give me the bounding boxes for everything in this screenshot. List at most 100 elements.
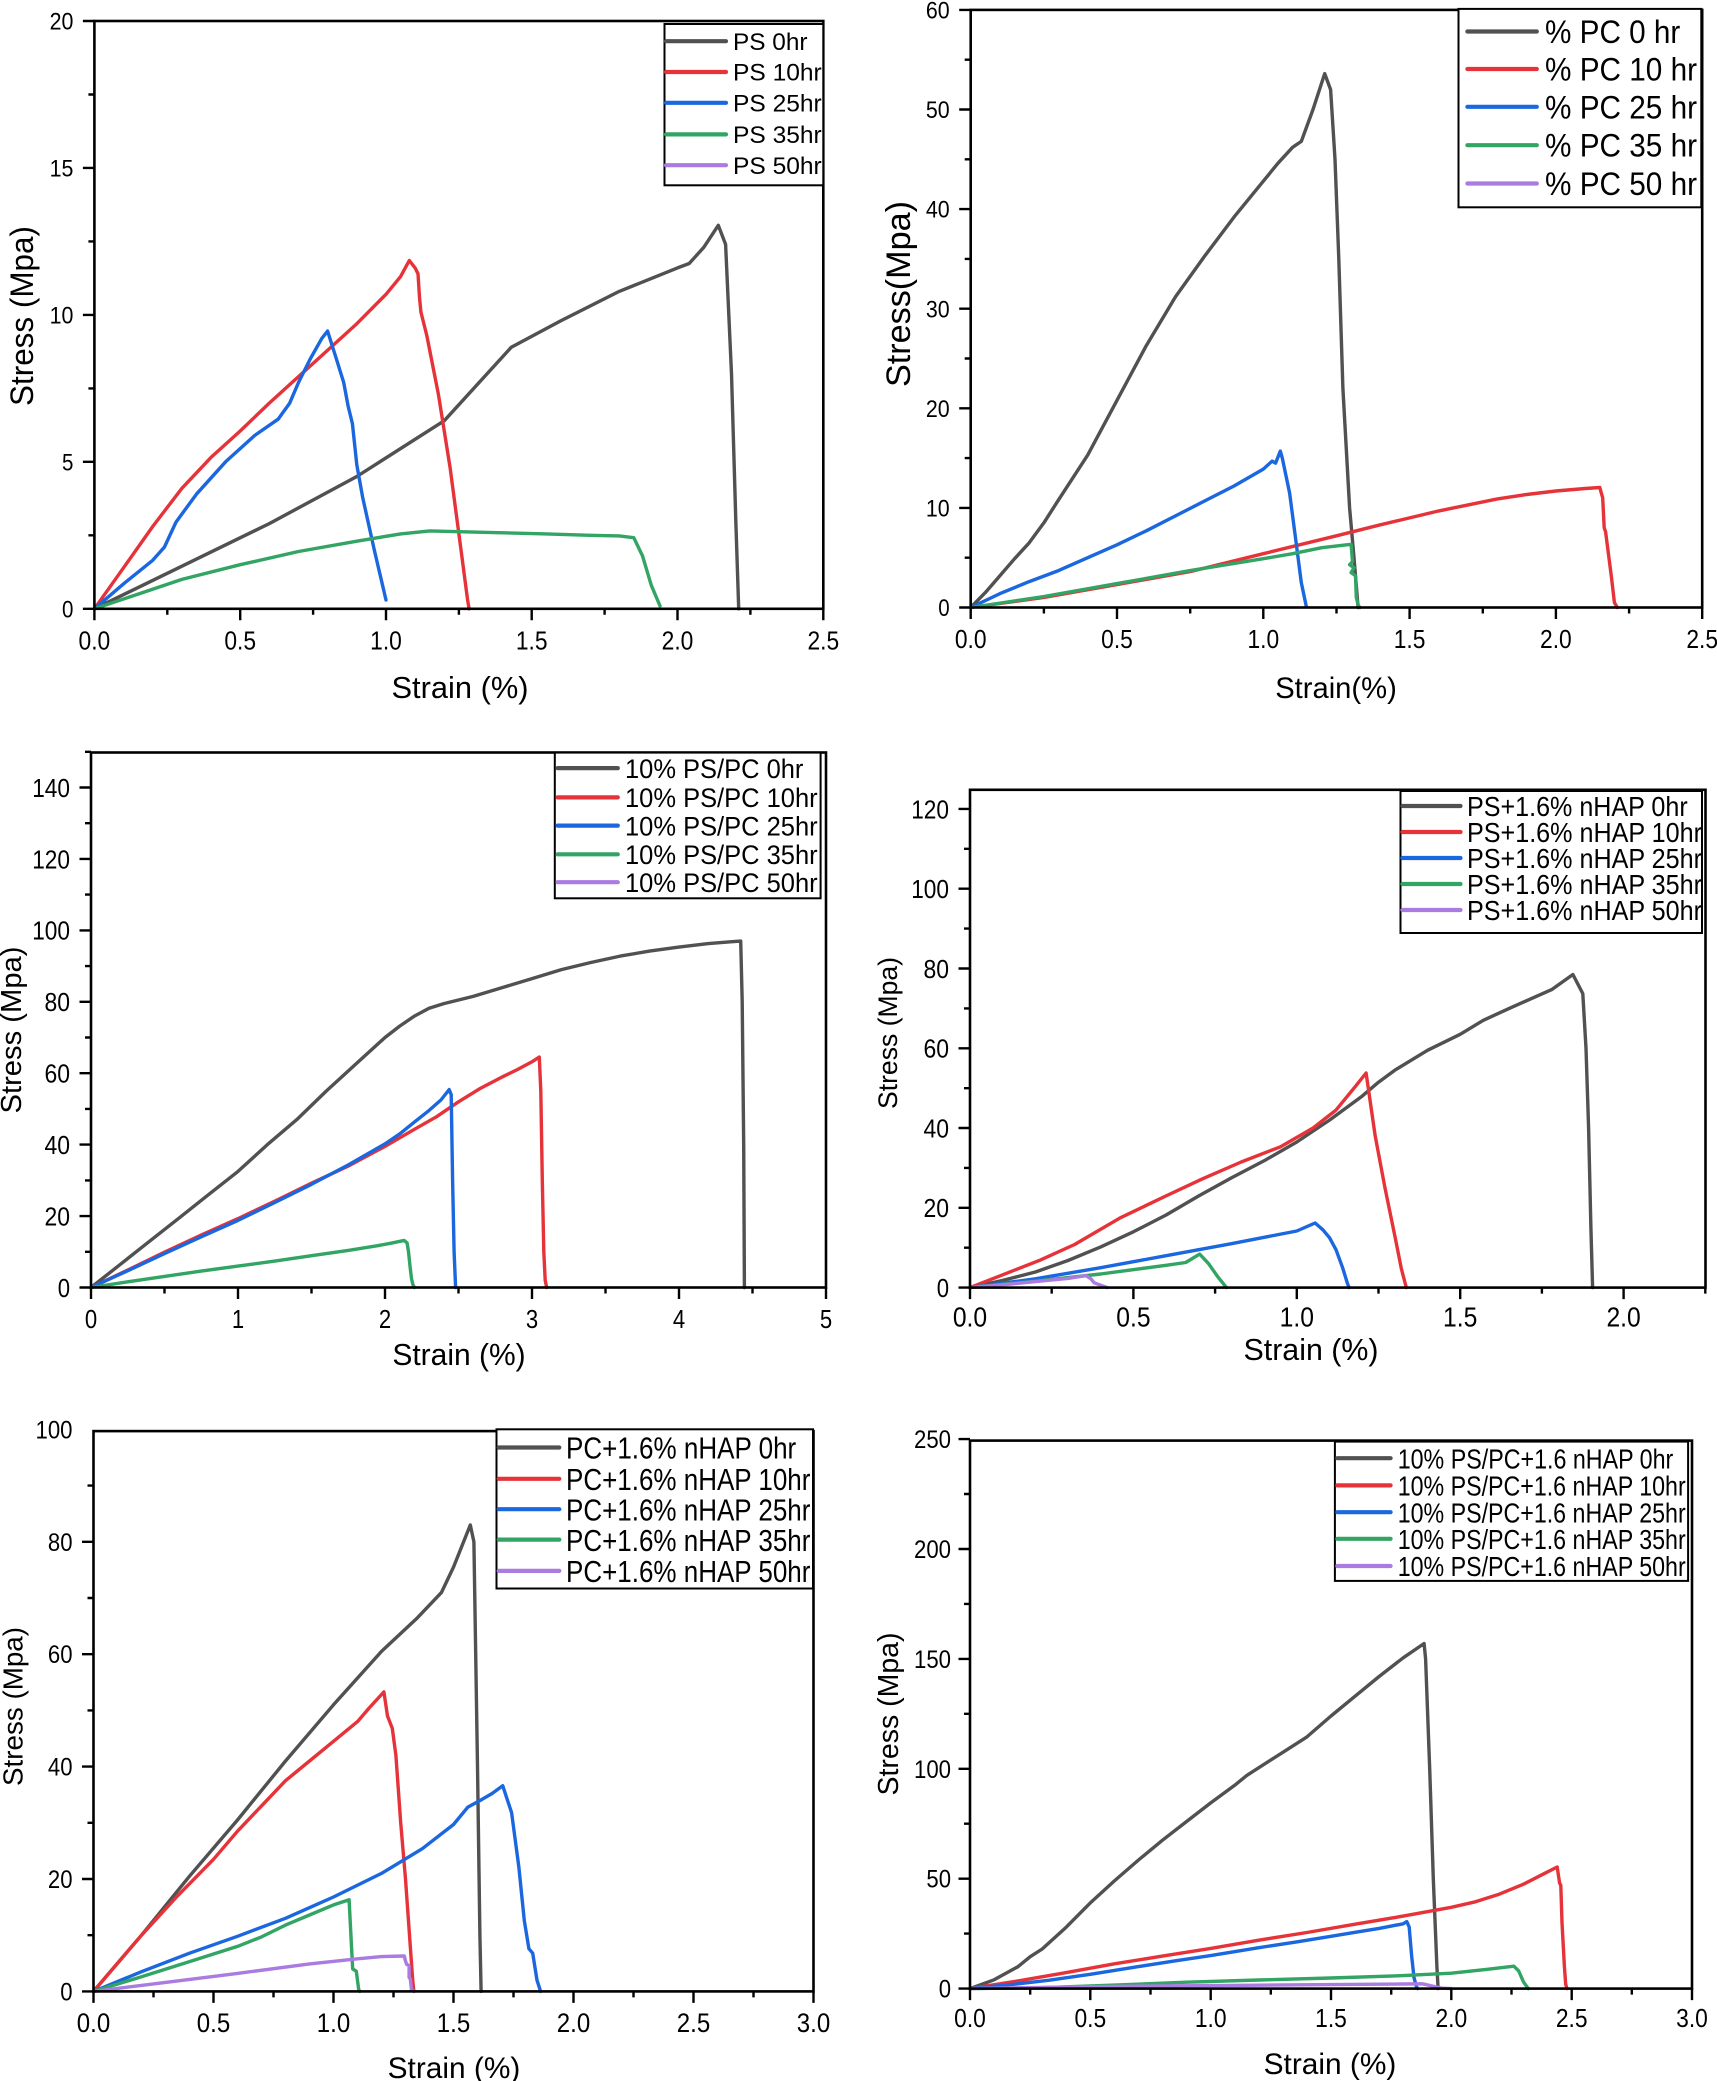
svg-text:Stress (Mpa): Stress (Mpa) bbox=[873, 1633, 905, 1796]
svg-text:0.0: 0.0 bbox=[955, 624, 987, 654]
svg-text:% PC 25 hr: % PC 25 hr bbox=[1545, 89, 1697, 125]
svg-text:10% PS/PC+1.6 nHAP 25hr: 10% PS/PC+1.6 nHAP 25hr bbox=[1398, 1497, 1686, 1528]
svg-text:10% PS/PC+1.6 nHAP 35hr: 10% PS/PC+1.6 nHAP 35hr bbox=[1398, 1524, 1686, 1555]
svg-text:PS+1.6% nHAP 0hr: PS+1.6% nHAP 0hr bbox=[1467, 791, 1688, 822]
svg-text:PS 0hr: PS 0hr bbox=[733, 29, 808, 56]
svg-text:0.0: 0.0 bbox=[954, 2003, 986, 2033]
svg-text:10: 10 bbox=[926, 496, 950, 523]
svg-text:60: 60 bbox=[924, 1034, 950, 1064]
svg-text:80: 80 bbox=[48, 1529, 73, 1557]
svg-text:% PC 50 hr: % PC 50 hr bbox=[1545, 166, 1697, 202]
svg-text:% PC 35 hr: % PC 35 hr bbox=[1545, 128, 1697, 164]
svg-text:Stress (Mpa): Stress (Mpa) bbox=[0, 1627, 29, 1786]
svg-text:3.0: 3.0 bbox=[1676, 2003, 1708, 2033]
svg-text:2: 2 bbox=[379, 1304, 391, 1334]
svg-text:1.0: 1.0 bbox=[317, 2008, 350, 2038]
svg-text:1.5: 1.5 bbox=[516, 625, 548, 655]
svg-text:100: 100 bbox=[911, 874, 949, 904]
svg-text:1.5: 1.5 bbox=[437, 2008, 470, 2038]
svg-text:120: 120 bbox=[32, 844, 70, 874]
svg-text:PC+1.6% nHAP 50hr: PC+1.6% nHAP 50hr bbox=[566, 1554, 810, 1589]
svg-text:Strain (%): Strain (%) bbox=[392, 670, 529, 705]
svg-text:0: 0 bbox=[937, 1273, 949, 1303]
svg-text:1.0: 1.0 bbox=[1280, 1302, 1314, 1333]
svg-text:0: 0 bbox=[62, 596, 73, 623]
svg-text:Stress (Mpa): Stress (Mpa) bbox=[4, 226, 40, 406]
svg-text:% PC 0 hr: % PC 0 hr bbox=[1545, 14, 1681, 50]
svg-text:0: 0 bbox=[60, 1978, 72, 2006]
svg-text:0: 0 bbox=[939, 1976, 951, 2004]
svg-text:80: 80 bbox=[45, 987, 71, 1017]
svg-text:2.5: 2.5 bbox=[1556, 2003, 1588, 2033]
svg-text:PC+1.6% nHAP 10hr: PC+1.6% nHAP 10hr bbox=[566, 1462, 810, 1497]
svg-text:100: 100 bbox=[36, 1416, 73, 1444]
svg-text:0.0: 0.0 bbox=[953, 1302, 987, 1333]
svg-text:Strain (%): Strain (%) bbox=[392, 1337, 525, 1372]
svg-text:0.5: 0.5 bbox=[224, 625, 256, 655]
svg-text:Strain(%): Strain(%) bbox=[1275, 672, 1397, 705]
svg-text:20: 20 bbox=[924, 1193, 950, 1223]
svg-text:3: 3 bbox=[526, 1304, 538, 1334]
svg-text:15: 15 bbox=[50, 156, 74, 183]
svg-text:PS 50hr: PS 50hr bbox=[733, 153, 822, 180]
svg-text:40: 40 bbox=[48, 1754, 73, 1782]
svg-text:PC+1.6% nHAP 25hr: PC+1.6% nHAP 25hr bbox=[566, 1492, 810, 1527]
svg-text:120: 120 bbox=[911, 794, 949, 824]
svg-text:10% PS/PC+1.6 nHAP 10hr: 10% PS/PC+1.6 nHAP 10hr bbox=[1398, 1471, 1686, 1502]
svg-text:2.0: 2.0 bbox=[1540, 624, 1572, 654]
svg-text:5: 5 bbox=[820, 1304, 832, 1334]
svg-text:60: 60 bbox=[48, 1641, 73, 1669]
svg-text:200: 200 bbox=[914, 1536, 951, 1564]
svg-text:PS+1.6% nHAP 50hr: PS+1.6% nHAP 50hr bbox=[1467, 895, 1702, 926]
svg-text:PC+1.6% nHAP 35hr: PC+1.6% nHAP 35hr bbox=[566, 1523, 810, 1558]
svg-text:Strain (%): Strain (%) bbox=[1244, 1332, 1379, 1367]
svg-text:60: 60 bbox=[926, 0, 950, 25]
svg-text:20: 20 bbox=[50, 9, 74, 36]
svg-text:140: 140 bbox=[32, 773, 70, 803]
svg-text:2.0: 2.0 bbox=[1606, 1302, 1640, 1333]
svg-text:0.0: 0.0 bbox=[79, 625, 111, 655]
svg-text:0: 0 bbox=[85, 1304, 97, 1334]
svg-text:10% PS/PC 0hr: 10% PS/PC 0hr bbox=[625, 754, 803, 784]
svg-text:1.5: 1.5 bbox=[1315, 2003, 1347, 2033]
svg-text:4: 4 bbox=[673, 1304, 685, 1334]
svg-text:Strain (%): Strain (%) bbox=[388, 2052, 521, 2081]
svg-text:0.5: 0.5 bbox=[197, 2008, 230, 2038]
svg-text:10% PS/PC 50hr: 10% PS/PC 50hr bbox=[625, 868, 818, 898]
svg-text:0.5: 0.5 bbox=[1116, 1302, 1150, 1333]
svg-text:1.5: 1.5 bbox=[1394, 624, 1426, 654]
svg-text:0.5: 0.5 bbox=[1074, 2003, 1106, 2033]
svg-text:PS 10hr: PS 10hr bbox=[733, 60, 822, 87]
svg-text:0: 0 bbox=[938, 595, 949, 622]
svg-text:10% PS/PC+1.6 nHAP 0hr: 10% PS/PC+1.6 nHAP 0hr bbox=[1398, 1443, 1674, 1474]
svg-text:0: 0 bbox=[58, 1273, 70, 1303]
svg-text:PS+1.6% nHAP 25hr: PS+1.6% nHAP 25hr bbox=[1467, 843, 1702, 874]
svg-text:2.0: 2.0 bbox=[1435, 2003, 1467, 2033]
svg-text:1.5: 1.5 bbox=[1443, 1302, 1477, 1333]
svg-text:PS+1.6% nHAP 35hr: PS+1.6% nHAP 35hr bbox=[1467, 869, 1702, 900]
svg-text:20: 20 bbox=[48, 1866, 73, 1894]
svg-text:40: 40 bbox=[45, 1130, 71, 1160]
svg-text:250: 250 bbox=[914, 1426, 951, 1454]
svg-text:% PC 10 hr: % PC 10 hr bbox=[1545, 52, 1697, 88]
svg-text:2.5: 2.5 bbox=[677, 2008, 710, 2038]
svg-text:PS 35hr: PS 35hr bbox=[733, 122, 822, 149]
svg-text:150: 150 bbox=[914, 1646, 951, 1674]
svg-text:10: 10 bbox=[50, 303, 74, 330]
svg-text:20: 20 bbox=[45, 1201, 71, 1231]
svg-text:Strain (%): Strain (%) bbox=[1264, 2048, 1397, 2081]
svg-text:30: 30 bbox=[926, 296, 950, 323]
svg-text:3.0: 3.0 bbox=[797, 2008, 830, 2038]
svg-text:20: 20 bbox=[926, 396, 950, 423]
svg-text:1.0: 1.0 bbox=[1247, 624, 1279, 654]
svg-text:1: 1 bbox=[232, 1304, 244, 1334]
svg-text:50: 50 bbox=[926, 97, 950, 124]
svg-text:50: 50 bbox=[926, 1866, 951, 1894]
svg-text:10% PS/PC 35hr: 10% PS/PC 35hr bbox=[625, 840, 818, 870]
svg-text:2.0: 2.0 bbox=[557, 2008, 590, 2038]
svg-text:1.0: 1.0 bbox=[370, 625, 402, 655]
svg-text:60: 60 bbox=[45, 1059, 71, 1089]
svg-text:2.5: 2.5 bbox=[807, 625, 839, 655]
svg-text:10% PS/PC 10hr: 10% PS/PC 10hr bbox=[625, 783, 818, 813]
svg-text:10% PS/PC+1.6 nHAP 50hr: 10% PS/PC+1.6 nHAP 50hr bbox=[1398, 1551, 1686, 1582]
